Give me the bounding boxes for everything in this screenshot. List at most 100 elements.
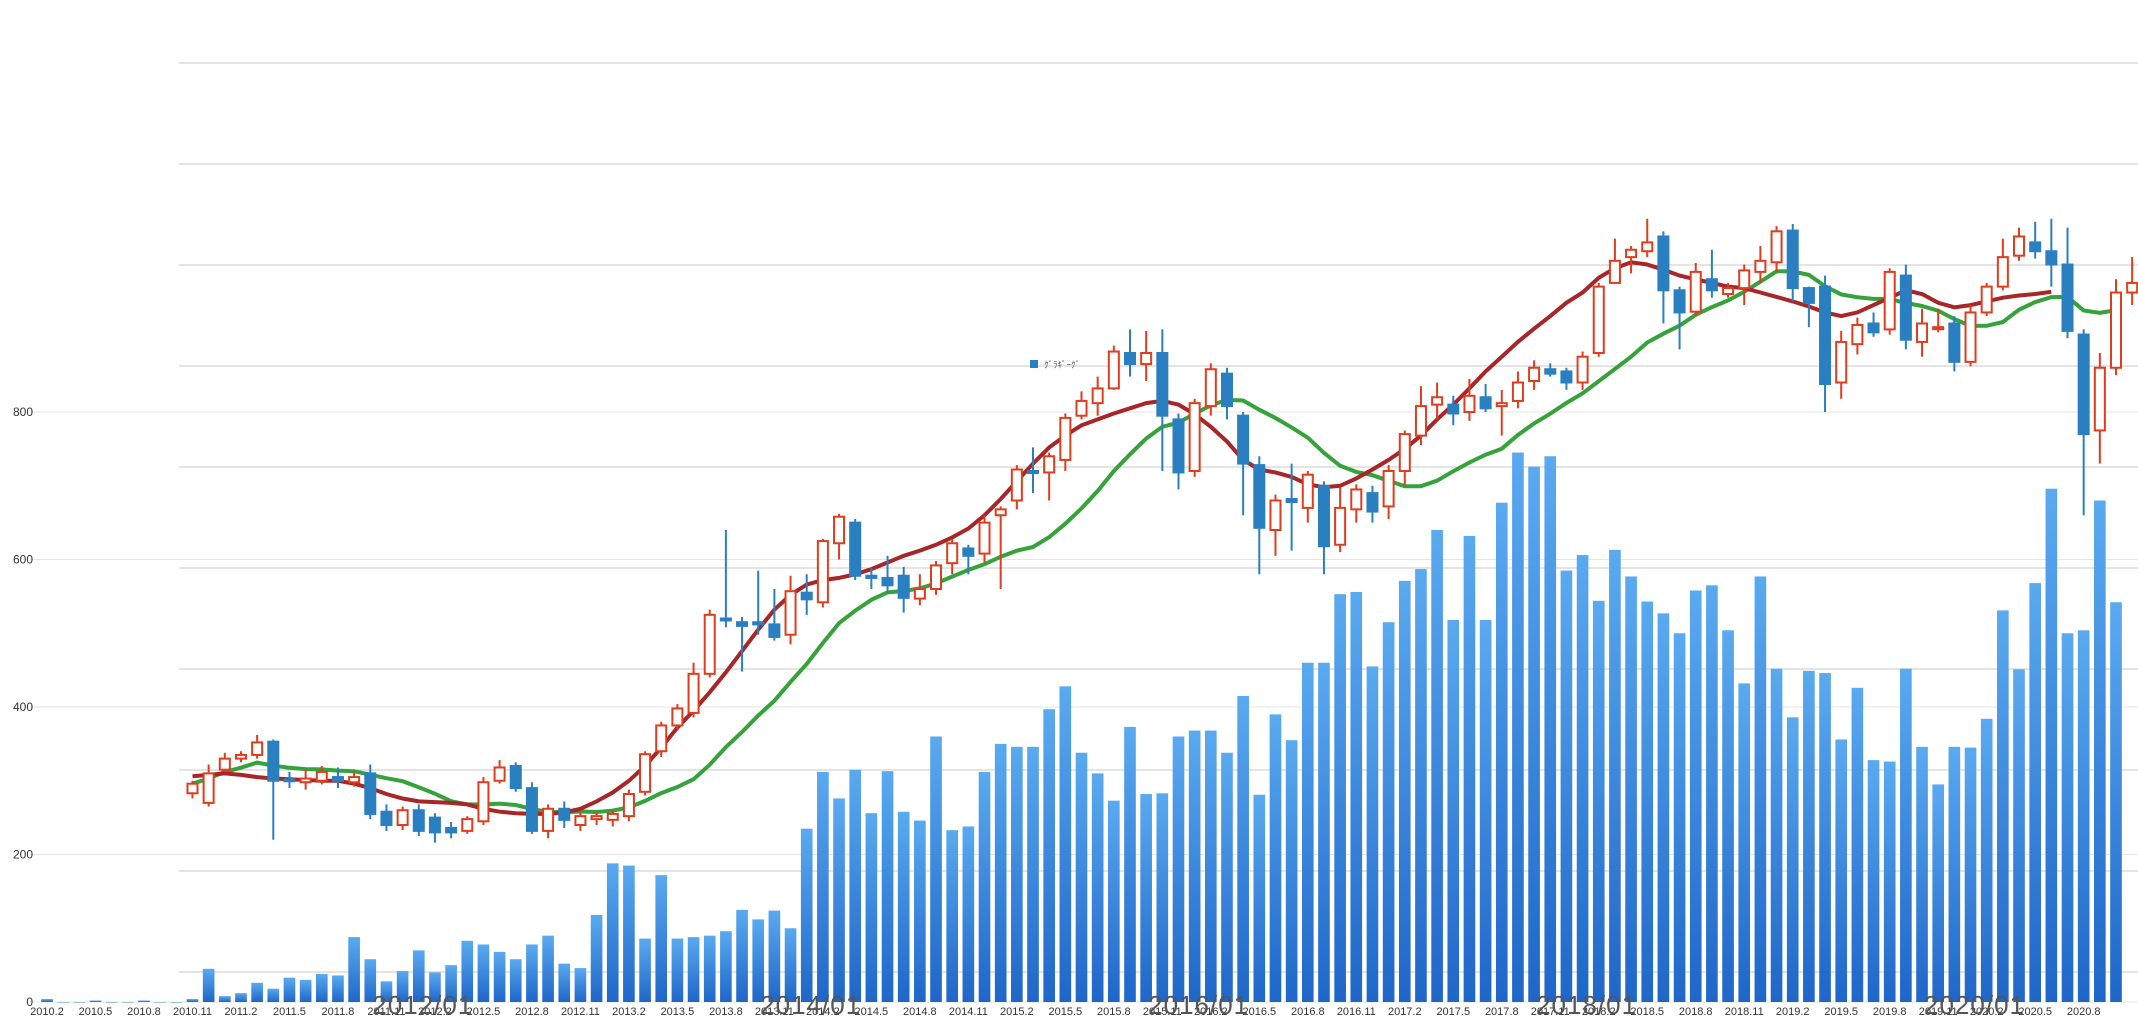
volume-bar	[1770, 668, 1783, 1002]
volume-bar	[57, 1002, 69, 1003]
candle-up	[978, 521, 991, 555]
candle-down	[283, 778, 296, 783]
volume-bar	[251, 982, 263, 1002]
volume-bar	[768, 910, 781, 1002]
candle-up	[461, 818, 474, 832]
volume-bar	[267, 988, 280, 1002]
x-tick-label: 2016.11	[1337, 1006, 1376, 1018]
x-tick-label: 2012.11	[561, 1006, 600, 1018]
volume-bar	[396, 971, 409, 1002]
candle-down	[1317, 484, 1330, 548]
volume-bar	[138, 1000, 150, 1002]
candle-down	[736, 621, 749, 627]
volume-bar	[1641, 601, 1654, 1002]
volume-bar	[1706, 585, 1718, 1002]
volume-bar	[1237, 695, 1249, 1002]
volume-bar	[1560, 570, 1573, 1002]
volume-bar	[1447, 619, 1460, 1002]
candle-down	[1172, 418, 1185, 474]
candle-up	[1738, 269, 1751, 290]
volume-bar	[1980, 718, 1993, 1002]
volume-bar	[639, 938, 651, 1002]
volume-bar	[283, 977, 296, 1002]
candle-up	[1010, 468, 1023, 502]
volume-bar	[509, 959, 522, 1002]
candle-up	[1091, 387, 1104, 405]
volume-bar	[833, 798, 845, 1002]
candle-up	[2109, 291, 2123, 369]
volume-bar	[2029, 583, 2041, 1002]
volume-bar	[170, 1002, 183, 1003]
volume-bar	[1528, 466, 1540, 1002]
volume-bar	[930, 736, 942, 1002]
volume-bar	[1657, 613, 1670, 1002]
volume-bar	[1948, 746, 1961, 1002]
candle-down	[1220, 372, 1233, 408]
candle-up	[1883, 270, 1896, 331]
candle-up	[606, 812, 619, 821]
candle-down	[1657, 235, 1670, 292]
volume-bar	[1027, 746, 1039, 1002]
volume-bars	[41, 452, 2122, 1003]
candle-down	[267, 740, 280, 782]
candle-up	[186, 782, 199, 795]
candle-up	[639, 753, 652, 793]
volume-bar	[1091, 773, 1104, 1002]
candle-down	[1544, 368, 1557, 375]
candle-up	[1932, 326, 1945, 331]
candle-up	[1916, 322, 1929, 343]
y-tick-label: 200	[13, 848, 33, 862]
x-tick-label: 2015.8	[1097, 1006, 1131, 1018]
candle-up	[542, 807, 555, 832]
volume-bar	[1883, 761, 1896, 1002]
x-tick-label: 2018.8	[1679, 1006, 1713, 1018]
volume-bar	[526, 944, 538, 1002]
volume-bar	[299, 979, 312, 1002]
candle-up	[1851, 323, 1864, 346]
volume-bar	[41, 999, 53, 1002]
x-tick-label: 2016.2	[1194, 1006, 1228, 1018]
candle-up	[1835, 340, 1848, 384]
candle-up	[1043, 455, 1056, 474]
volume-bar	[1204, 730, 1217, 1002]
y-axis-labels: 0 200 400 600 800	[13, 405, 33, 1009]
x-tick-label: 2016.5	[1242, 1006, 1276, 1018]
x-tick-label: 2010.2	[30, 1006, 64, 1018]
candle-up	[1463, 394, 1476, 413]
candle-down	[331, 776, 344, 782]
volume-bar	[817, 771, 829, 1002]
x-tick-label: 2014.11	[949, 1006, 988, 1018]
volume-bar	[881, 771, 894, 1002]
volume-bar	[105, 1002, 118, 1003]
candle-up	[784, 590, 797, 636]
volume-bar	[1544, 456, 1557, 1002]
y-tick-label: 0	[26, 995, 33, 1009]
volume-bar	[1140, 794, 1152, 1002]
volume-bar	[1512, 452, 1524, 1002]
candle-down	[364, 772, 377, 815]
legend-label: ｸﾞﾗｷﾞｰｸﾞ	[1044, 360, 1080, 370]
volume-bar	[1738, 683, 1751, 1002]
volume-bar	[946, 830, 959, 1002]
year-label: 2012/01	[372, 990, 473, 1020]
volume-bar	[218, 996, 231, 1002]
x-tick-label: 2015.2	[1000, 1006, 1034, 1018]
candle-up	[833, 515, 846, 545]
volume-bar	[1156, 793, 1169, 1002]
volume-bar	[962, 826, 975, 1002]
candlesticks	[186, 218, 2138, 843]
candle-up	[1511, 381, 1524, 402]
x-tick-label: 2018.11	[1725, 1006, 1764, 1018]
volume-bar	[1382, 622, 1395, 1002]
y-tick-label: 600	[13, 553, 33, 567]
volume-bar	[1221, 752, 1233, 1002]
year-label: 2020/01	[1924, 990, 2025, 1020]
volume-bar	[202, 968, 215, 1002]
volume-bar	[1124, 726, 1136, 1002]
x-tick-label: 2012.8	[515, 1006, 549, 1018]
candle-down	[525, 787, 538, 832]
x-tick-label: 2010.5	[79, 1006, 113, 1018]
volume-bar	[606, 863, 619, 1002]
volume-bar	[2061, 633, 2074, 1002]
candle-up	[687, 672, 700, 714]
